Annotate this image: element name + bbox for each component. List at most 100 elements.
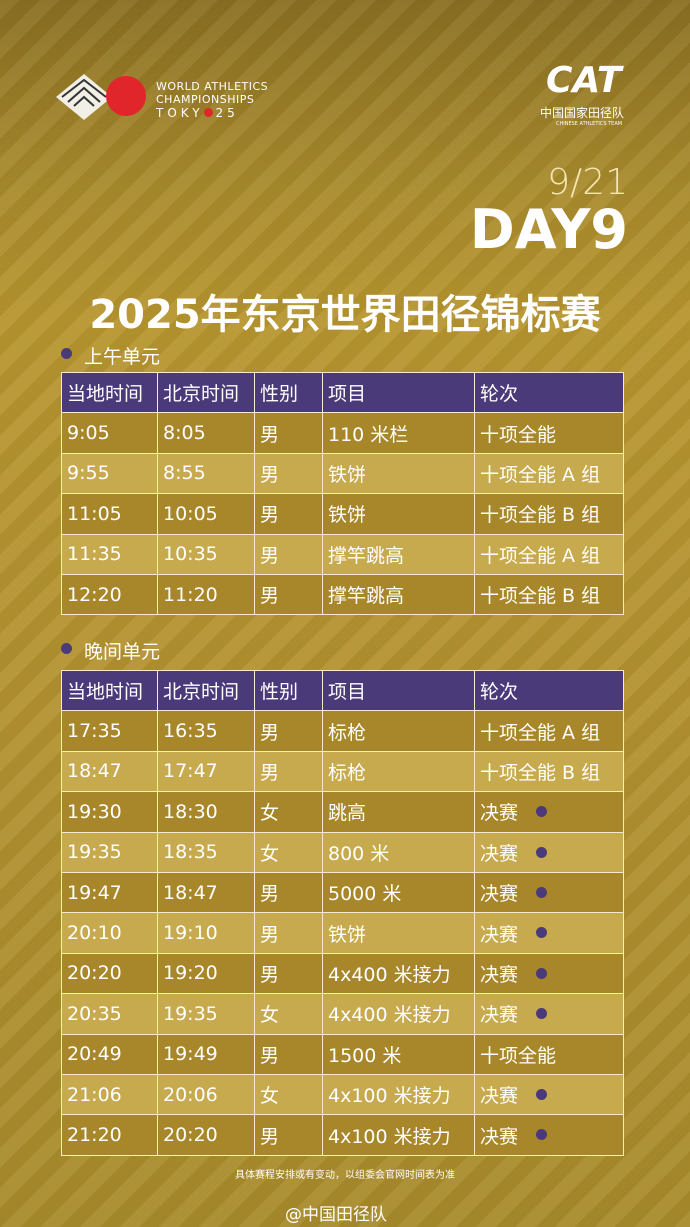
wa-dot bbox=[203, 108, 213, 117]
table-cell: 20:20 bbox=[157, 1114, 255, 1156]
weibo: @中国田径队 bbox=[285, 1205, 387, 1225]
table-cell: 4x400 米接力 bbox=[322, 952, 475, 995]
section-bullet bbox=[61, 348, 72, 359]
cat-logo: CAT bbox=[546, 60, 622, 101]
table-cell: 决赛 bbox=[474, 993, 624, 1035]
wa-line1: WORLD ATHLETICS bbox=[156, 80, 269, 93]
header-cell: 北京时间 bbox=[157, 670, 255, 712]
table-cell: 9:55 bbox=[61, 452, 158, 495]
table-cell: 十项全能 bbox=[474, 1033, 624, 1075]
table-cell: 5000 米 bbox=[322, 872, 475, 914]
final-dot bbox=[536, 1129, 547, 1141]
section-label: 晚间单元 bbox=[84, 641, 161, 663]
header-cell: 当地时间 bbox=[61, 372, 158, 414]
table-cell: 8:55 bbox=[157, 452, 255, 495]
table-cell: 18:30 bbox=[157, 791, 255, 833]
table-cell: 跳高 bbox=[322, 791, 475, 833]
table-cell: 十项全能 B 组 bbox=[474, 750, 624, 793]
header-cell: 性别 bbox=[254, 670, 323, 712]
table-cell: 19:10 bbox=[157, 912, 255, 954]
table-cell: 20:20 bbox=[61, 952, 158, 995]
table-cell: 20:06 bbox=[157, 1074, 255, 1116]
table-cell: 10:05 bbox=[157, 493, 255, 535]
header-cell: 性别 bbox=[254, 372, 323, 414]
final-dot bbox=[536, 927, 547, 939]
table-cell: 撑竿跳高 bbox=[322, 574, 475, 616]
table-cell: 21:20 bbox=[61, 1114, 158, 1156]
table-cell: 12:20 bbox=[61, 574, 158, 616]
table-cell: 女 bbox=[254, 831, 323, 873]
table-cell: 决赛 bbox=[474, 831, 624, 873]
table-cell: 十项全能 B 组 bbox=[474, 493, 624, 535]
table-cell: 9:05 bbox=[61, 412, 158, 454]
table-cell: 19:20 bbox=[157, 952, 255, 995]
table-cell: 19:35 bbox=[61, 831, 158, 873]
table-cell: 19:49 bbox=[157, 1033, 255, 1075]
table-cell: 十项全能 bbox=[474, 412, 624, 454]
table-cell: 决赛 bbox=[474, 1114, 624, 1156]
table-cell: 女 bbox=[254, 1074, 323, 1116]
table-cell: 11:20 bbox=[157, 574, 255, 616]
wa-city-text: TOKY bbox=[156, 106, 204, 120]
table-cell: 18:47 bbox=[61, 750, 158, 793]
wa-line2: CHAMPIONSHIPS bbox=[156, 93, 255, 106]
table-cell: 11:35 bbox=[61, 533, 158, 575]
cat-cn: 中国国家田径队 bbox=[540, 106, 625, 120]
table-cell: 男 bbox=[254, 710, 323, 752]
table-cell: 10:35 bbox=[157, 533, 255, 575]
cat-en: CHINESE ATHLETICS TEAM bbox=[556, 121, 623, 127]
table-cell: 19:47 bbox=[61, 872, 158, 914]
table-cell: 决赛 bbox=[474, 952, 624, 995]
table-cell: 男 bbox=[254, 412, 323, 454]
final-dot bbox=[536, 846, 547, 858]
table-cell: 铁饼 bbox=[322, 493, 475, 535]
final-dot bbox=[536, 887, 547, 898]
table-cell: 十项全能 A 组 bbox=[474, 452, 624, 495]
table-cell: 铁饼 bbox=[322, 452, 475, 495]
table-cell: 男 bbox=[254, 750, 323, 793]
table-cell: 1500 米 bbox=[322, 1033, 475, 1075]
table-cell: 男 bbox=[254, 872, 323, 914]
table-cell: 19:30 bbox=[61, 791, 158, 833]
final-dot bbox=[536, 1089, 547, 1100]
table-cell: 男 bbox=[254, 952, 323, 995]
table-cell: 男 bbox=[254, 1114, 323, 1156]
table-cell: 男 bbox=[254, 493, 323, 535]
section-bullet bbox=[61, 643, 72, 654]
final-dot bbox=[536, 967, 547, 979]
table-cell: 十项全能 A 组 bbox=[474, 533, 624, 575]
header-cell: 当地时间 bbox=[61, 670, 158, 712]
table-cell: 17:35 bbox=[61, 710, 158, 752]
table-cell: 17:47 bbox=[157, 750, 255, 793]
table-cell: 女 bbox=[254, 993, 323, 1035]
day: DAY9 bbox=[469, 198, 628, 261]
table-cell: 11:05 bbox=[61, 493, 158, 535]
table-cell: 铁饼 bbox=[322, 912, 475, 954]
header-cell: 北京时间 bbox=[157, 372, 255, 414]
header-cell: 项目 bbox=[322, 670, 475, 712]
wa-year: 25 bbox=[215, 106, 239, 120]
final-dot bbox=[536, 806, 547, 818]
table-cell: 标枪 bbox=[322, 710, 475, 752]
table-cell: 4x100 米接力 bbox=[322, 1114, 475, 1156]
table-cell: 决赛 bbox=[474, 912, 624, 954]
table-cell: 20:35 bbox=[61, 993, 158, 1035]
table-cell: 决赛 bbox=[474, 1074, 624, 1116]
wa-city: TOKY 25 bbox=[156, 106, 239, 120]
table-cell: 决赛 bbox=[474, 872, 624, 914]
table-cell: 4x400 米接力 bbox=[322, 993, 475, 1035]
table-cell: 男 bbox=[254, 574, 323, 616]
table-cell: 男 bbox=[254, 533, 323, 575]
table-cell: 4x100 米接力 bbox=[322, 1074, 475, 1116]
header-cell: 项目 bbox=[322, 372, 475, 414]
table-cell: 20:49 bbox=[61, 1033, 158, 1075]
table-cell: 十项全能 B 组 bbox=[474, 574, 624, 616]
table-cell: 决赛 bbox=[474, 791, 624, 833]
footer-note: 具体赛程安排或有变动，以组委会官网时间表为准 bbox=[235, 1170, 455, 1181]
table-cell: 20:10 bbox=[61, 912, 158, 954]
title: 2025年东京世界田径锦标赛 bbox=[89, 292, 601, 338]
header-cell: 轮次 bbox=[474, 372, 624, 414]
wa-logo-mark bbox=[56, 74, 146, 120]
